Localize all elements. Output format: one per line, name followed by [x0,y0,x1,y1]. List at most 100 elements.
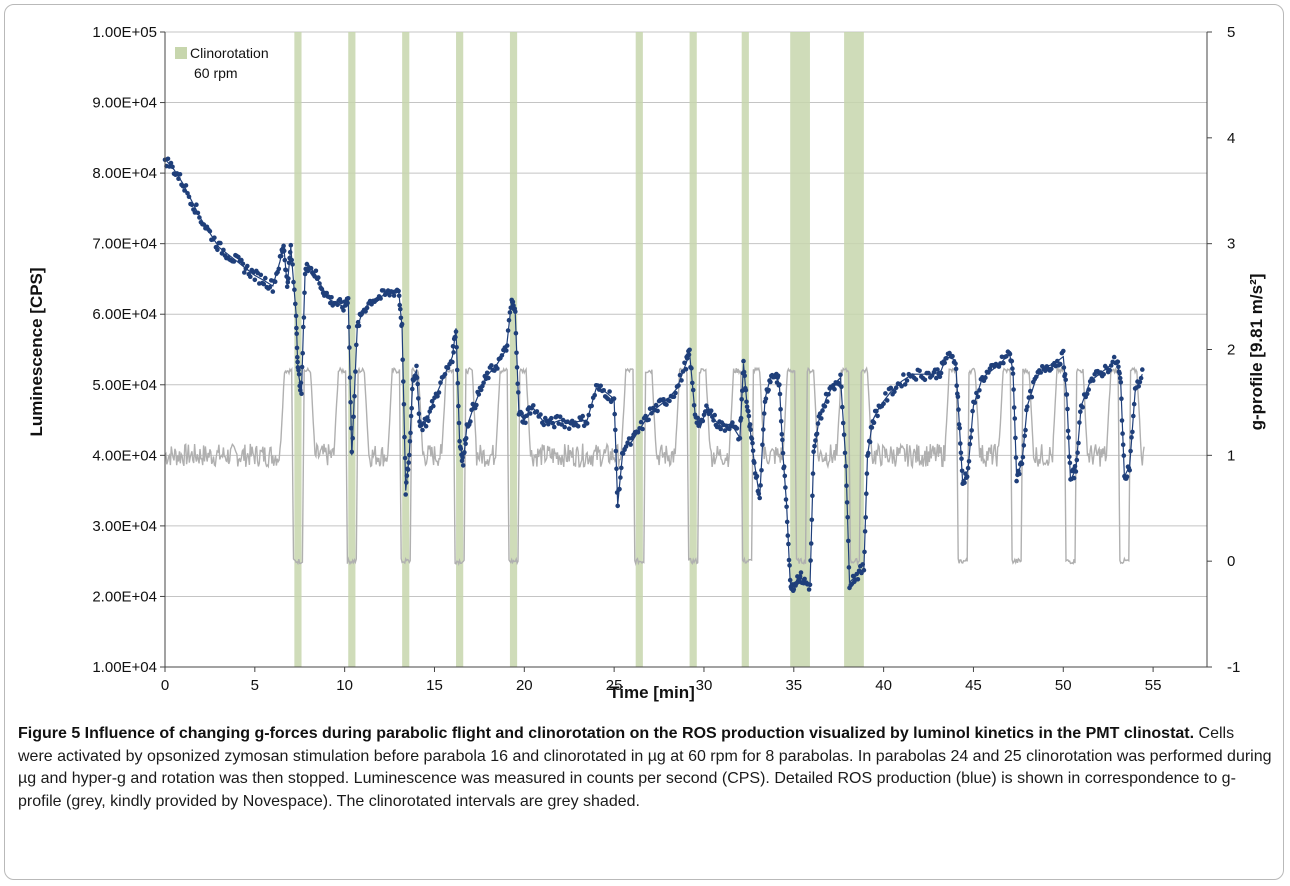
ros-point [1055,358,1060,364]
ros-point [619,465,624,471]
ros-point [550,420,556,426]
ros-point [347,345,352,350]
ros-point [345,300,350,306]
x-tick-label: 30 [696,677,713,694]
ros-point [261,281,267,287]
ros-point [815,421,821,426]
ros-point [348,425,354,431]
ros-point [954,383,959,389]
ros-point [1061,348,1066,354]
clinorotation-interval [741,32,749,667]
ros-point [363,309,368,314]
ros-point [426,418,431,424]
ros-point [1111,354,1117,360]
ros-point [893,385,899,391]
ros-point [1013,435,1018,441]
ros-point [786,541,791,547]
ros-point [862,549,867,555]
ros-point [922,377,928,383]
ros-point [215,247,220,253]
ros-point [814,431,820,437]
ros-point [615,503,620,509]
clinorotation-interval [689,32,697,667]
ros-point [528,411,533,416]
ros-point [1119,418,1125,423]
y-left-tick-label: 9.00E+04 [92,95,157,112]
ros-point [866,450,871,456]
ros-point [489,363,494,368]
ros-point [959,468,965,474]
ros-point [777,391,783,397]
ros-point [738,415,744,421]
ros-point [743,387,749,393]
ros-point [584,421,590,426]
ros-point [956,407,961,412]
ros-point [460,455,465,460]
ros-point [1023,427,1028,433]
ros-point [353,369,358,374]
ros-point [628,442,633,447]
y-left-tick-label: 4.00E+04 [92,447,157,464]
ros-point [398,306,403,312]
clinorotation-interval [402,32,410,667]
ros-point [959,456,964,462]
ros-point [396,293,402,299]
ros-point [438,380,443,385]
ros-point [165,156,171,162]
ros-point [1078,409,1083,415]
ros-point [207,229,213,234]
ros-point [456,403,461,409]
g-profile-line [164,365,1145,567]
y-axis-right-label: g-profile [9.81 m/s²] [1247,274,1266,431]
ros-point [661,397,666,402]
ros-point [462,450,467,455]
ros-point [416,411,422,417]
ros-point [845,515,850,520]
ros-point [515,381,520,387]
ros-point [410,386,415,392]
ros-point [562,424,567,430]
ros-point [345,296,351,301]
ros-point [348,399,353,405]
ros-point [746,413,752,419]
ros-point [1029,394,1035,400]
ros-point [1137,379,1143,385]
ros-point [1061,365,1067,370]
ros-point [454,345,459,350]
ros-point [552,424,557,430]
y-right-tick-label: 4 [1227,130,1235,147]
y-right-tick-label: 2 [1227,342,1235,359]
ros-point [407,452,412,458]
clinorotation-shading [294,32,864,667]
ros-point [391,293,397,298]
ros-point [635,430,641,435]
ros-point [806,587,812,592]
ros-point [519,411,524,416]
ros-point [901,372,906,377]
ros-point [807,582,813,588]
ros-point [809,517,815,523]
ros-point [734,426,740,431]
y-right-tick-label: 0 [1227,553,1235,570]
ros-point [761,411,767,416]
ros-point [874,408,879,414]
ros-point [953,361,958,366]
ros-point [402,455,408,461]
ros-point [744,399,749,405]
ros-point [296,372,302,377]
ros-point [1086,387,1091,392]
ros-point [884,398,890,403]
ros-point [1067,454,1072,460]
ros-point [598,383,603,389]
ros-point [218,240,223,246]
ros-point [258,272,264,278]
ros-point [741,358,746,364]
ros-point [189,202,195,208]
ros-point [1107,367,1112,373]
ros-point [820,408,825,413]
ros-point [460,463,466,468]
ros-point [284,284,290,290]
ros-point [270,289,276,294]
ros-point [295,354,300,360]
ros-point [883,391,888,396]
